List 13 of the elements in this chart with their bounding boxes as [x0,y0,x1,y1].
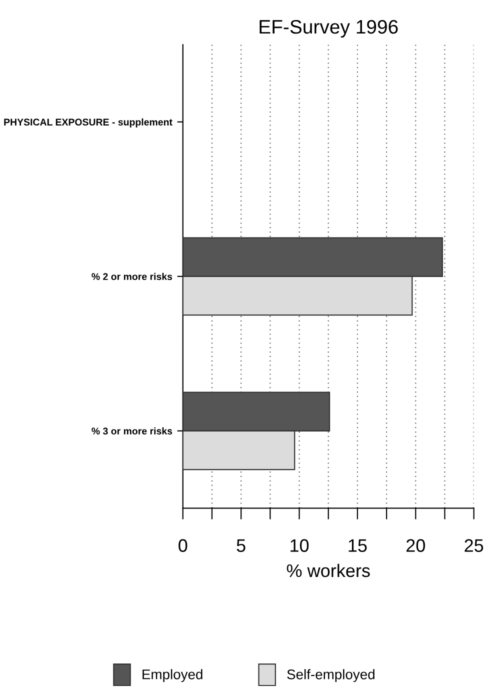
x-tick-label: 0 [178,539,188,552]
x-tick-label: 25 [464,539,484,552]
x-tick-label: 15 [348,539,367,552]
chart-title: EF-Survey 1996 [260,20,398,38]
y-tick-label: % 2 or more risks [92,272,172,280]
x-tick-label: 10 [290,539,309,552]
y-tick-label: PHYSICAL EXPOSURE - supplement [4,118,172,128]
x-tick-label: 20 [406,539,425,552]
x-tick-label: 5 [236,539,246,552]
legend-label: Employed [142,669,202,682]
y-tick-label: % 3 or more risks [92,427,172,435]
legend-label: Self-employed [287,669,374,682]
x-axis-title: % workers [286,564,370,578]
